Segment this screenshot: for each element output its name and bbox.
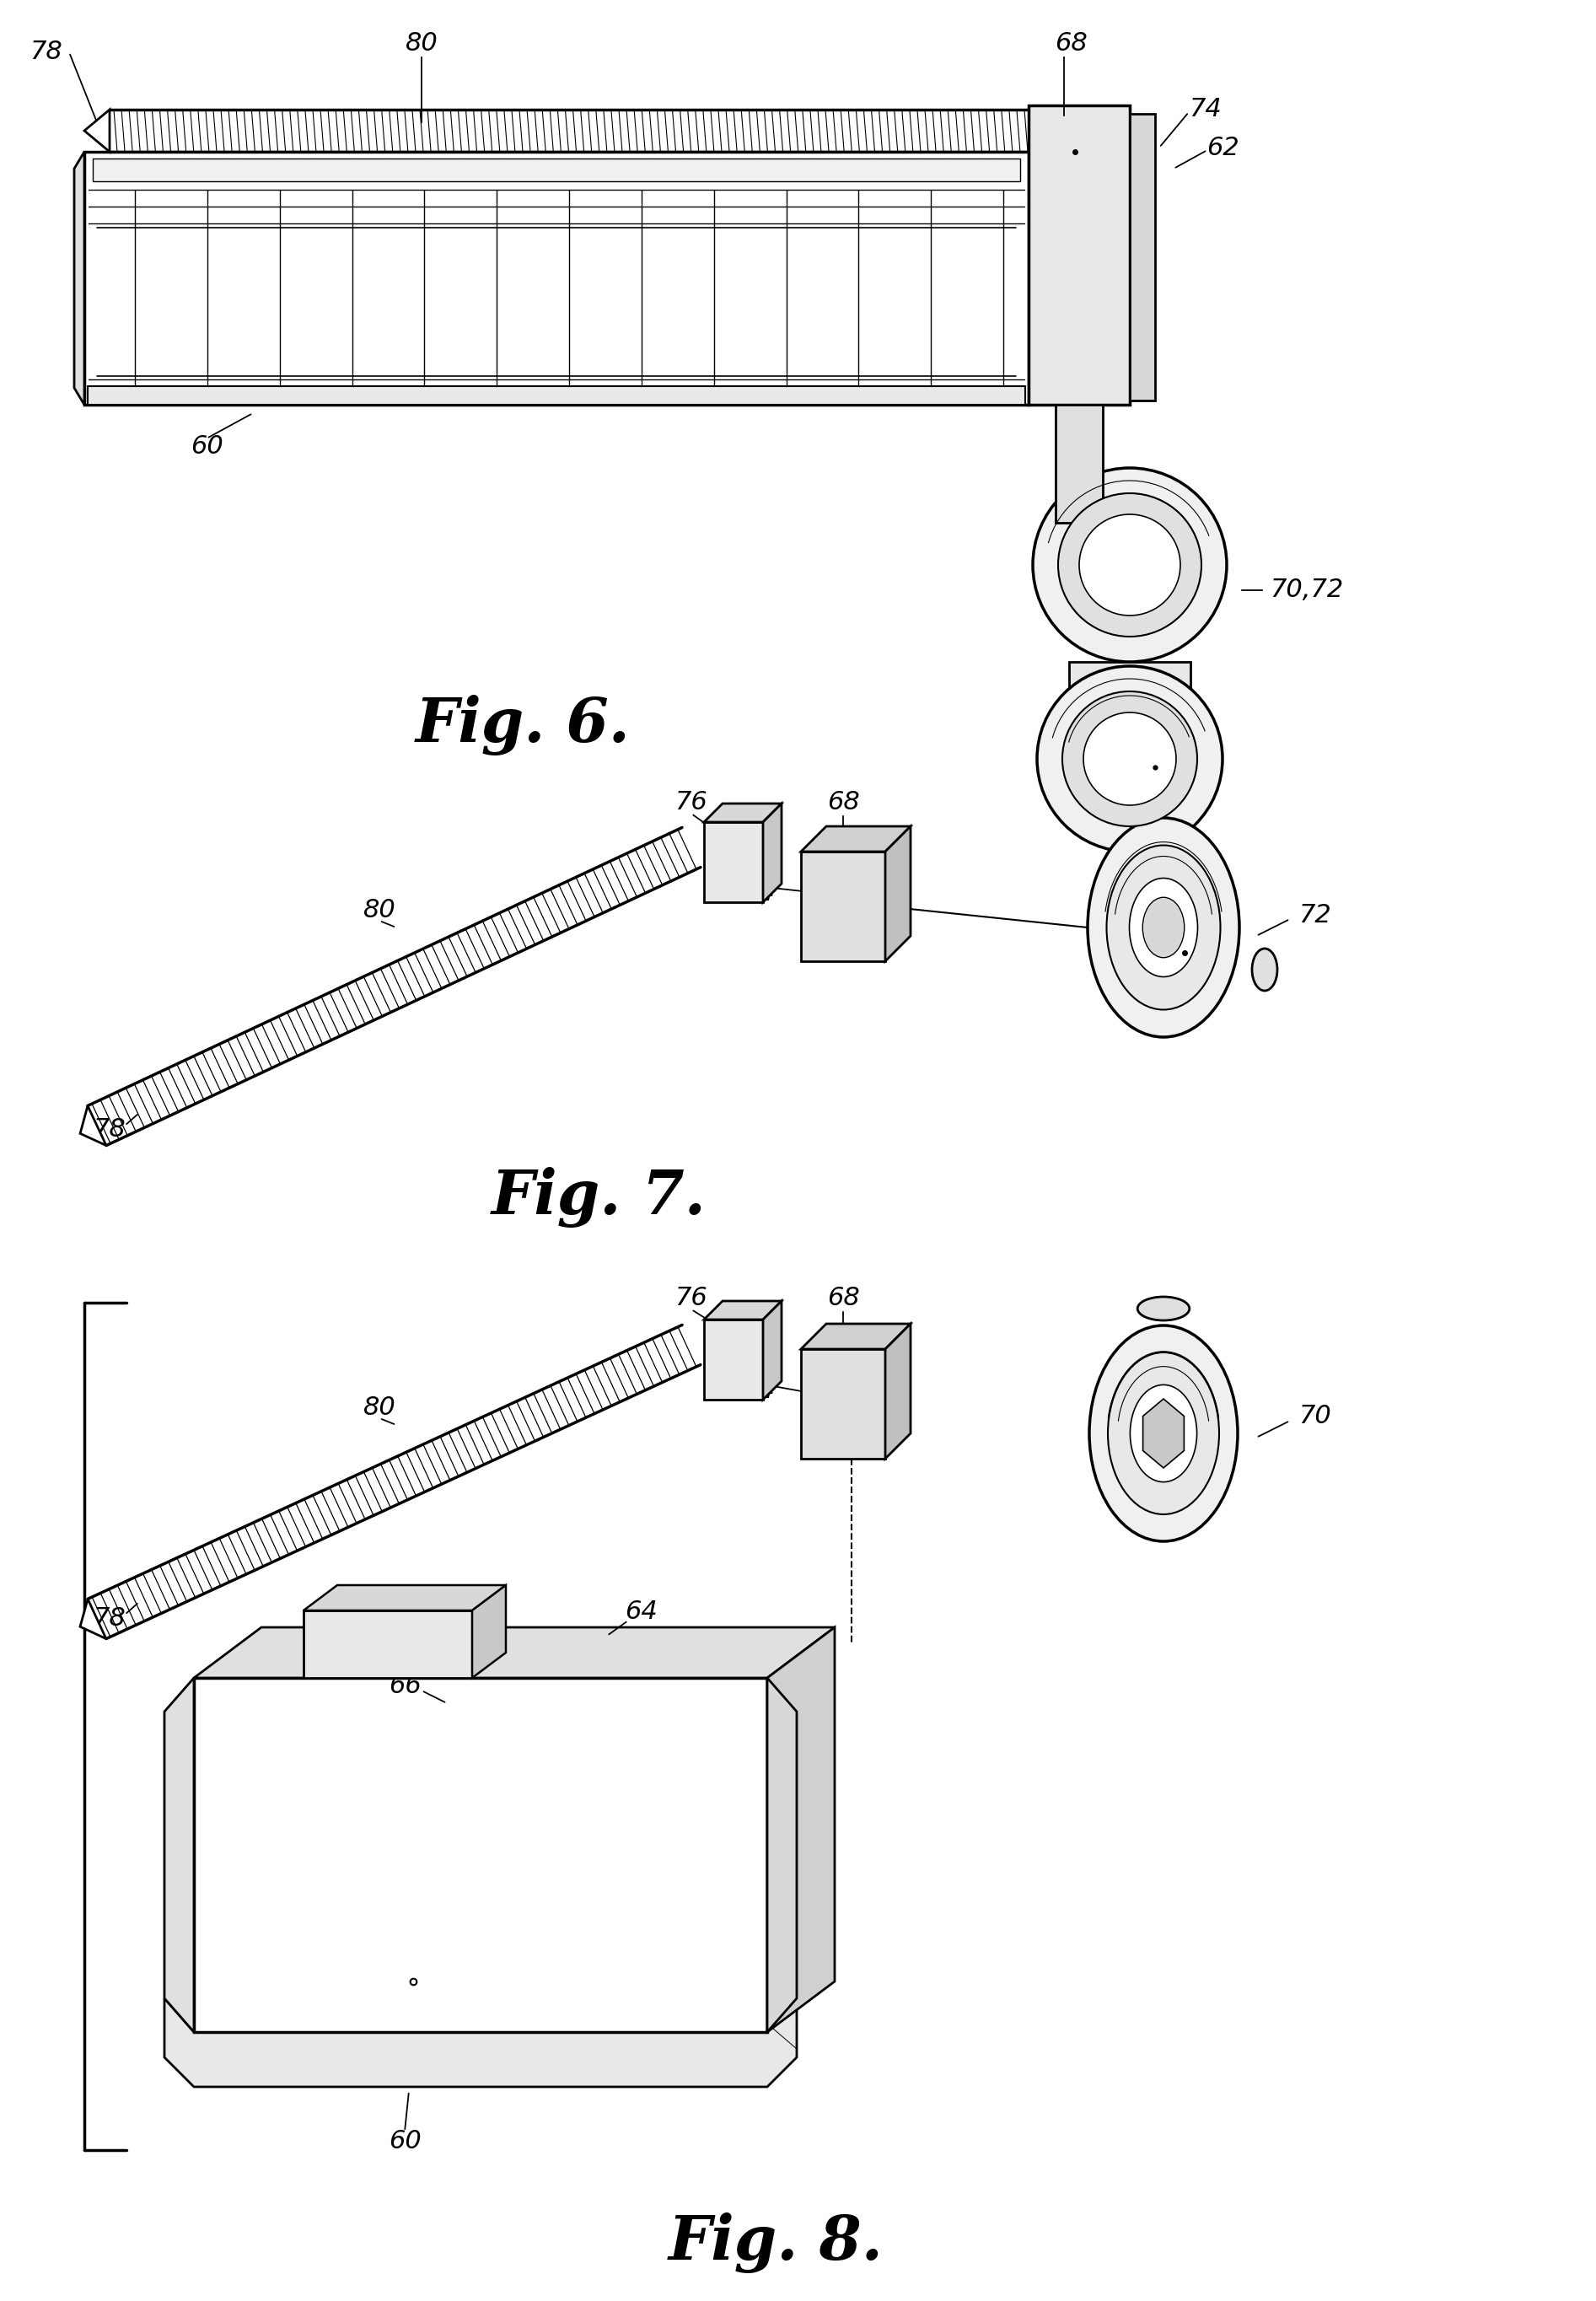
Bar bbox=[303, 1611, 472, 1677]
Text: Fig. 8.: Fig. 8. bbox=[669, 2214, 883, 2273]
Circle shape bbox=[1037, 665, 1223, 851]
Text: 70: 70 bbox=[1299, 1404, 1331, 1429]
Bar bbox=[1028, 106, 1130, 405]
Polygon shape bbox=[886, 826, 911, 962]
Polygon shape bbox=[303, 1585, 506, 1611]
Polygon shape bbox=[801, 1323, 911, 1348]
Bar bbox=[1055, 405, 1103, 522]
Polygon shape bbox=[472, 1585, 506, 1677]
Text: 60: 60 bbox=[388, 2128, 421, 2154]
Text: 68: 68 bbox=[1055, 32, 1087, 55]
Circle shape bbox=[1058, 492, 1202, 637]
Circle shape bbox=[1063, 690, 1197, 826]
Text: 76: 76 bbox=[675, 792, 707, 815]
Text: 64: 64 bbox=[624, 1599, 658, 1625]
Ellipse shape bbox=[1087, 817, 1240, 1038]
Polygon shape bbox=[801, 851, 886, 962]
Polygon shape bbox=[1143, 1399, 1184, 1468]
Text: 78: 78 bbox=[93, 1118, 126, 1141]
Circle shape bbox=[1079, 515, 1181, 614]
Polygon shape bbox=[704, 1318, 763, 1399]
Ellipse shape bbox=[1130, 879, 1197, 978]
Text: 80: 80 bbox=[362, 897, 396, 923]
Bar bbox=[1069, 663, 1191, 695]
Text: 74: 74 bbox=[1189, 97, 1223, 122]
Ellipse shape bbox=[1106, 844, 1221, 1010]
Ellipse shape bbox=[1143, 897, 1184, 957]
Polygon shape bbox=[704, 1300, 782, 1318]
Text: 60: 60 bbox=[190, 435, 223, 460]
Text: 76: 76 bbox=[675, 1286, 707, 1312]
Text: 62: 62 bbox=[1207, 136, 1238, 159]
Bar bbox=[85, 152, 1028, 405]
Text: 68: 68 bbox=[827, 1286, 859, 1312]
Polygon shape bbox=[768, 1677, 796, 2032]
Text: 74: 74 bbox=[742, 1378, 776, 1404]
Text: 78: 78 bbox=[30, 39, 62, 64]
Text: 80: 80 bbox=[405, 32, 437, 55]
Bar bbox=[1130, 113, 1156, 400]
Text: 70,72: 70,72 bbox=[1270, 578, 1344, 603]
Text: 72: 72 bbox=[1299, 902, 1331, 927]
Text: 78: 78 bbox=[93, 1606, 126, 1631]
Polygon shape bbox=[85, 110, 110, 152]
Text: 74: 74 bbox=[742, 881, 776, 907]
Ellipse shape bbox=[1251, 948, 1277, 992]
Polygon shape bbox=[80, 1599, 107, 1638]
Ellipse shape bbox=[1138, 1298, 1189, 1321]
Circle shape bbox=[1084, 713, 1176, 805]
Ellipse shape bbox=[1130, 1385, 1197, 1482]
Polygon shape bbox=[73, 152, 85, 405]
Polygon shape bbox=[886, 1323, 911, 1459]
Polygon shape bbox=[763, 1300, 782, 1399]
Polygon shape bbox=[164, 1997, 796, 2087]
Polygon shape bbox=[195, 1627, 835, 1677]
Bar bbox=[195, 1677, 768, 2032]
Text: 80: 80 bbox=[362, 1397, 396, 1420]
Text: Fig. 6.: Fig. 6. bbox=[415, 695, 630, 755]
Polygon shape bbox=[763, 803, 782, 902]
Polygon shape bbox=[704, 821, 763, 902]
Polygon shape bbox=[704, 803, 782, 821]
Bar bbox=[93, 159, 1020, 182]
Text: Fig. 7.: Fig. 7. bbox=[492, 1167, 705, 1229]
Ellipse shape bbox=[1090, 1325, 1237, 1542]
Bar bbox=[88, 387, 1025, 405]
Polygon shape bbox=[164, 1677, 195, 2032]
Ellipse shape bbox=[1108, 1353, 1219, 1514]
Text: 68: 68 bbox=[827, 792, 859, 815]
Polygon shape bbox=[801, 1348, 886, 1459]
Circle shape bbox=[1033, 467, 1227, 663]
Polygon shape bbox=[801, 826, 911, 851]
Polygon shape bbox=[80, 1107, 107, 1146]
Polygon shape bbox=[768, 1627, 835, 2032]
Text: 66: 66 bbox=[388, 1675, 421, 1698]
